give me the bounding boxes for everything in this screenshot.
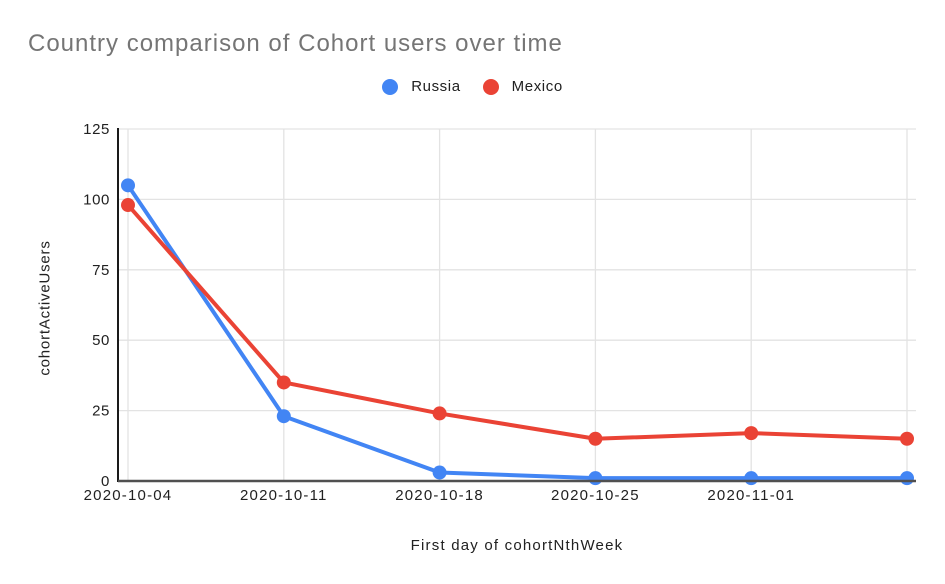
data-point-russia xyxy=(588,471,603,486)
legend-marker-icon xyxy=(482,78,499,95)
data-point-russia xyxy=(121,178,135,193)
x-tick-label: 2020-10-25 xyxy=(551,487,640,504)
data-point-mexico xyxy=(432,406,447,421)
y-tick-label: 25 xyxy=(92,403,110,420)
y-tick-label: 50 xyxy=(92,332,110,349)
legend-item-mexico: Mexico xyxy=(482,78,563,95)
y-tick-label: 0 xyxy=(101,473,110,490)
y-tick-label: 75 xyxy=(92,262,110,279)
x-tick-label: 2020-11-01 xyxy=(707,487,795,504)
x-axis-title: First day of cohortNthWeek xyxy=(410,537,624,554)
x-tick-label: 2020-10-04 xyxy=(84,487,173,504)
series-line-mexico xyxy=(126,203,909,441)
legend-label-russia: Russia xyxy=(411,78,461,95)
legend-label-mexico: Mexico xyxy=(511,78,563,95)
data-point-russia xyxy=(900,471,914,486)
chart-legend: Russia Mexico xyxy=(0,78,945,95)
chart-title: Country comparison of Cohort users over … xyxy=(28,30,563,57)
data-point-mexico xyxy=(588,431,603,446)
data-point-mexico xyxy=(744,426,759,441)
data-point-russia xyxy=(744,471,759,486)
data-point-russia xyxy=(432,465,447,480)
x-tick-label: 2020-10-18 xyxy=(395,487,484,504)
x-tick-label: 2020-10-11 xyxy=(240,487,328,504)
series-line-russia xyxy=(126,183,909,481)
y-tick-label: 100 xyxy=(83,191,110,208)
y-tick-label: 125 xyxy=(83,121,110,138)
data-point-russia xyxy=(276,409,291,424)
legend-item-russia: Russia xyxy=(382,78,460,95)
legend-marker-icon xyxy=(382,78,399,95)
data-point-mexico xyxy=(276,375,291,390)
data-point-mexico xyxy=(121,198,135,213)
data-point-mexico xyxy=(900,431,914,446)
